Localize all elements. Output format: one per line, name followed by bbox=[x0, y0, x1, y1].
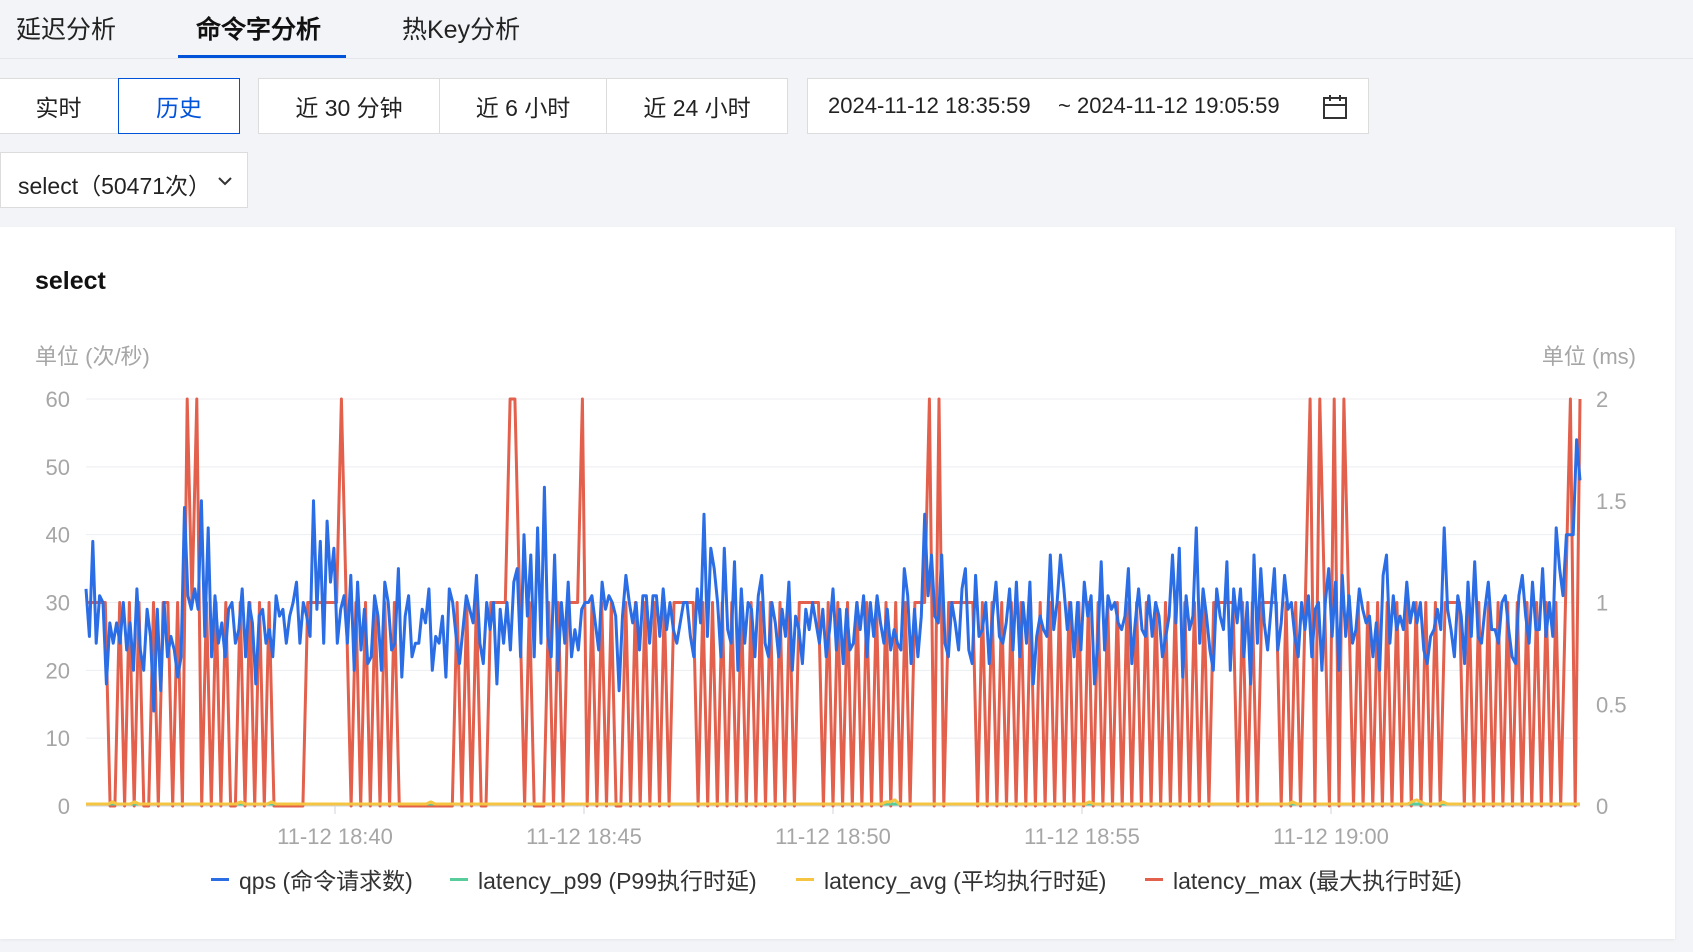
series-line-qps bbox=[84, 438, 1582, 713]
x-tick-label: 11-12 18:50 bbox=[775, 824, 891, 847]
legend-swatch-latency-avg bbox=[796, 877, 814, 881]
legend-label-qps: qps (命令请求数) bbox=[239, 868, 413, 894]
realtime-button[interactable]: 实时 bbox=[0, 78, 119, 134]
calendar-icon[interactable] bbox=[1322, 94, 1348, 120]
left-axis-unit: 单位 (次/秒) bbox=[35, 344, 150, 369]
history-button[interactable]: 历史 bbox=[118, 78, 240, 134]
y-left-tick-label: 20 bbox=[46, 658, 70, 683]
y-right-tick-label: 0 bbox=[1596, 794, 1608, 819]
legend-item-latency-max[interactable]: latency_max (最大执行时延) bbox=[1145, 862, 1462, 896]
y-right-tick-label: 0.5 bbox=[1596, 692, 1627, 717]
legend-swatch-latency-p99 bbox=[450, 877, 468, 881]
date-range-start[interactable]: 2024-11-12 18:35:59 bbox=[828, 93, 1031, 118]
legend-label-latency-max: latency_max (最大执行时延) bbox=[1173, 868, 1462, 894]
line-chart: 0 10 20 30 40 50 60 0 0.5 1 1.5 2 11-12 18:40 11-12 1… bbox=[46, 387, 1627, 847]
y-left-tick-label: 40 bbox=[46, 523, 70, 548]
range-30min-button[interactable]: 近 30 分钟 bbox=[258, 78, 440, 134]
y-right-tick-label: 2 bbox=[1596, 387, 1608, 412]
series-line-latency-avg bbox=[86, 798, 1580, 806]
range-6h-button[interactable]: 近 6 小时 bbox=[439, 78, 607, 134]
legend-item-latency-p99[interactable]: latency_p99 (P99执行时延) bbox=[450, 862, 757, 896]
command-select-value: select（50471次） bbox=[18, 173, 212, 199]
chart-card: select 单位 (次/秒) 单位 (ms) 0 10 20 30 40 50 60 0 0.… bbox=[0, 227, 1675, 939]
legend-swatch-qps bbox=[211, 877, 229, 881]
x-tick-label: 11-12 18:40 bbox=[277, 824, 393, 847]
range-24h-button[interactable]: 近 24 小时 bbox=[606, 78, 788, 134]
tab-command-analysis[interactable]: 命令字分析 bbox=[196, 16, 322, 44]
legend-item-latency-avg[interactable]: latency_avg (平均执行时延) bbox=[796, 862, 1106, 896]
active-tab-indicator bbox=[178, 55, 346, 58]
legend-swatch-latency-max bbox=[1145, 877, 1163, 881]
y-left-tick-label: 50 bbox=[46, 455, 70, 480]
date-range-picker[interactable]: 2024-11-12 18:35:59 ~ 2024-11-12 19:05:5… bbox=[807, 78, 1369, 134]
y-left-tick-label: 60 bbox=[46, 387, 70, 412]
right-axis-unit: 单位 (ms) bbox=[1541, 344, 1636, 369]
legend-label-latency-p99: latency_p99 (P99执行时延) bbox=[478, 868, 757, 894]
chart-title: select bbox=[35, 267, 106, 295]
y-left-tick-label: 10 bbox=[46, 726, 70, 751]
analysis-tabs: 延迟分析 命令字分析 热Key分析 bbox=[0, 0, 1693, 59]
y-right-tick-label: 1 bbox=[1596, 591, 1608, 616]
x-tick-label: 11-12 18:55 bbox=[1024, 824, 1140, 847]
y-left-tick-label: 30 bbox=[46, 591, 70, 616]
y-right-tick-label: 1.5 bbox=[1596, 489, 1627, 514]
legend-item-qps[interactable]: qps (命令请求数) bbox=[211, 862, 413, 896]
legend-label-latency-avg: latency_avg (平均执行时延) bbox=[824, 868, 1107, 894]
x-tick-label: 11-12 19:00 bbox=[1273, 824, 1389, 847]
date-range-end[interactable]: ~ 2024-11-12 19:05:59 bbox=[1058, 93, 1280, 118]
chevron-down-icon[interactable] bbox=[215, 171, 235, 191]
tab-hotkey-analysis[interactable]: 热Key分析 bbox=[402, 16, 521, 44]
command-select[interactable]: select（50471次） bbox=[0, 152, 248, 208]
x-tick-label: 11-12 18:45 bbox=[526, 824, 642, 847]
tab-latency-analysis[interactable]: 延迟分析 bbox=[16, 16, 117, 44]
y-left-tick-label: 0 bbox=[58, 794, 70, 819]
